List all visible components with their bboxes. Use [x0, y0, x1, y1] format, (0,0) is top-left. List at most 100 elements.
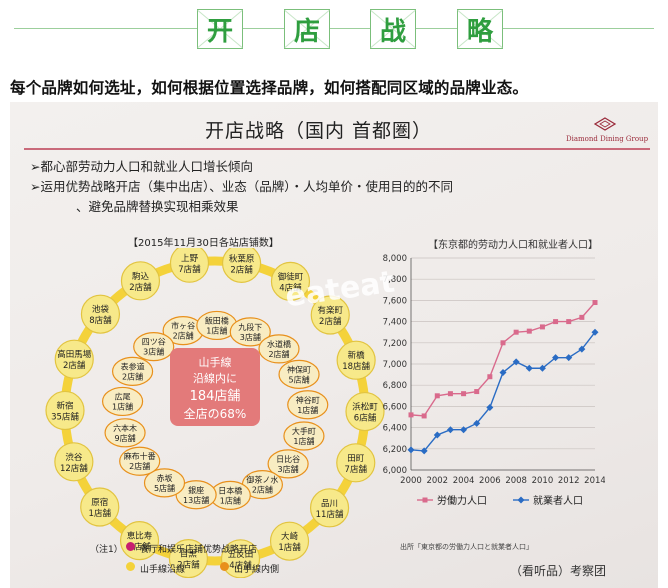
inner-station-marker: [101, 386, 144, 417]
station-count: 5店舗: [154, 483, 175, 493]
x-tick-label: 2006: [479, 476, 501, 486]
station-marker: [270, 261, 311, 301]
station-count: 9店舗: [115, 433, 136, 443]
station-name: 五反田: [228, 549, 254, 560]
y-tick-label: 6,400: [383, 424, 407, 434]
station-count: 2店舗: [252, 485, 273, 495]
station-count: 7店舗: [178, 264, 201, 275]
station-count: 3店舗: [240, 332, 261, 342]
header-char-box: 战: [370, 9, 416, 49]
slide-photo: 开店战略（国内 首都圏） Diamond Dining Group ➢都心部劳动…: [10, 102, 658, 588]
inner-station-marker: [119, 446, 161, 476]
data-point: [499, 368, 507, 376]
center-summary-box: [170, 348, 260, 426]
data-point: [591, 328, 599, 336]
y-tick-label: 6,800: [383, 381, 407, 391]
station-name: 池袋: [92, 304, 110, 315]
data-point: [447, 391, 453, 397]
y-tick-label: 8,000: [383, 254, 407, 264]
station-marker: [221, 248, 262, 283]
data-point: [446, 426, 454, 434]
x-tick-label: 2000: [400, 476, 422, 486]
brand-name: Diamond Dining Group: [566, 135, 649, 143]
station-marker: [345, 391, 385, 432]
station-marker: [336, 443, 376, 483]
station-marker: [220, 539, 261, 578]
inner-station-marker: [104, 418, 146, 448]
data-point: [486, 403, 494, 411]
header-char-box: 略: [457, 9, 503, 49]
data-point: [539, 324, 545, 330]
station-count: 3店舗: [143, 347, 164, 357]
header-char: 店: [293, 16, 320, 47]
station-count: 2店舗: [129, 282, 152, 293]
chart-source: 出所「東京都の労働力人口と就業者人口」: [400, 543, 533, 551]
legend-marker: [517, 496, 525, 504]
data-point: [526, 328, 532, 334]
station-count: 6店舗: [354, 413, 377, 424]
station-map: 駒込2店舗上野7店舗秋葉原2店舗御徒町4店舗有楽町2店舗新橋18店舗浜松町6店舗…: [45, 248, 385, 578]
x-tick-label: 2004: [453, 476, 475, 486]
bullet-text: ➢运用优势战略开店（集中出店）、业态（品牌）・人均单价・使用目的的不同: [30, 179, 453, 194]
station-count: 2店舗: [230, 264, 253, 275]
station-name: 日比谷: [276, 454, 300, 464]
station-name: 浜松町: [352, 402, 378, 413]
data-point: [421, 413, 427, 419]
data-point: [460, 426, 468, 434]
station-marker: [54, 442, 94, 482]
station-count: 1店舗: [293, 436, 314, 446]
station-name: 神保町: [287, 364, 311, 374]
station-name: 御茶ノ水: [246, 475, 278, 485]
y-tick-label: 7,800: [383, 275, 407, 285]
header-char-box: 店: [284, 9, 330, 49]
station-count: 1店舗: [297, 405, 318, 415]
x-tick-label: 2012: [558, 476, 580, 486]
legend-marker: [422, 497, 428, 503]
station-name: 市ヶ谷: [171, 321, 195, 331]
station-marker: [80, 294, 121, 334]
bullet-text: 、避免品牌替换实现相乘效果: [76, 199, 239, 214]
station-name: 有楽町: [317, 305, 343, 316]
station-count: 2店舗: [129, 461, 150, 471]
inner-station-marker: [111, 356, 154, 386]
legend-label: 餐厅和娱乐店铺优势战略开店: [140, 545, 258, 555]
station-count: 4店舗: [229, 560, 252, 571]
legend-label: 山手線内側: [234, 565, 280, 575]
station-count: 2店舗: [173, 331, 194, 341]
legend-swatch-pink: [126, 542, 135, 551]
station-name: 秋葉原: [229, 253, 255, 264]
station-name: 上野: [181, 254, 199, 264]
station-count: 11店舗: [316, 509, 344, 520]
station-count: 7店舗: [345, 464, 368, 475]
inner-station-marker: [278, 359, 320, 389]
credit-text: （看听品）考察团: [510, 564, 607, 578]
center-line: 全店の68%: [184, 406, 247, 421]
data-point: [566, 319, 572, 325]
station-marker: [54, 339, 94, 379]
station-count: 18店舗: [342, 361, 370, 372]
inner-station-marker: [287, 390, 329, 420]
header-char: 开: [206, 16, 233, 47]
map-caption: 【2015年11月30日各站店铺数】: [128, 238, 279, 249]
station-name: 飯田橋: [205, 315, 229, 325]
station-marker: [310, 295, 350, 335]
station-count: 2店舗: [177, 560, 200, 571]
data-point: [474, 389, 480, 395]
data-point: [407, 446, 415, 454]
y-tick-label: 7,400: [383, 318, 407, 328]
